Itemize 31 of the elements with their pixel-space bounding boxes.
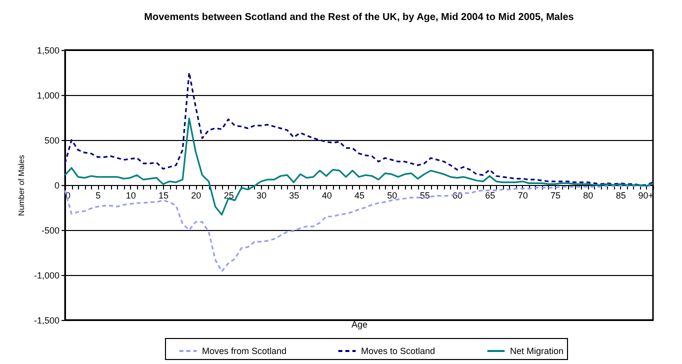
- x-axis-title: Age: [351, 320, 368, 330]
- y-tick-label: 500: [44, 136, 60, 146]
- x-tick-label: 90+: [638, 190, 654, 200]
- x-tick-label: 65: [485, 190, 496, 200]
- x-tick-label: 35: [289, 190, 300, 200]
- y-axis-title: Number of Males: [16, 155, 26, 216]
- x-tick-label: 10: [126, 190, 136, 200]
- line-series: [64, 118, 654, 216]
- x-tick-label: 80: [583, 190, 594, 200]
- x-tick-label: 5: [96, 190, 101, 200]
- line-series: [64, 72, 654, 186]
- x-tick-label: 25: [224, 190, 234, 200]
- x-tick-label: 20: [191, 190, 202, 200]
- y-tick-label: 0: [54, 180, 60, 190]
- chart-title: Movements between Scotland and the Rest of the UK, by Age, Mid 2004 to Mid 2005, Males: [144, 12, 574, 23]
- x-tick-label: 70: [518, 190, 528, 200]
- x-tick-label: 15: [158, 190, 169, 200]
- legend-label: Moves from Scotland: [202, 346, 287, 356]
- y-tick-label: 1,500: [36, 46, 60, 56]
- x-tick-label: 30: [256, 190, 267, 200]
- y-tick-label: -500: [41, 226, 60, 236]
- x-tick-label: 50: [387, 190, 398, 200]
- legend-label: Net Migration: [510, 346, 564, 356]
- legend-label: Moves to Scotland: [361, 346, 436, 356]
- x-tick-label: 75: [550, 190, 561, 200]
- x-tick-label: 45: [354, 190, 365, 200]
- y-tick-label: -1,500: [34, 316, 60, 326]
- x-tick-label: 85: [616, 190, 626, 200]
- y-tick-label: 1,000: [36, 90, 60, 100]
- x-tick-label: 40: [322, 190, 332, 200]
- y-tick-label: -1,000: [34, 270, 60, 280]
